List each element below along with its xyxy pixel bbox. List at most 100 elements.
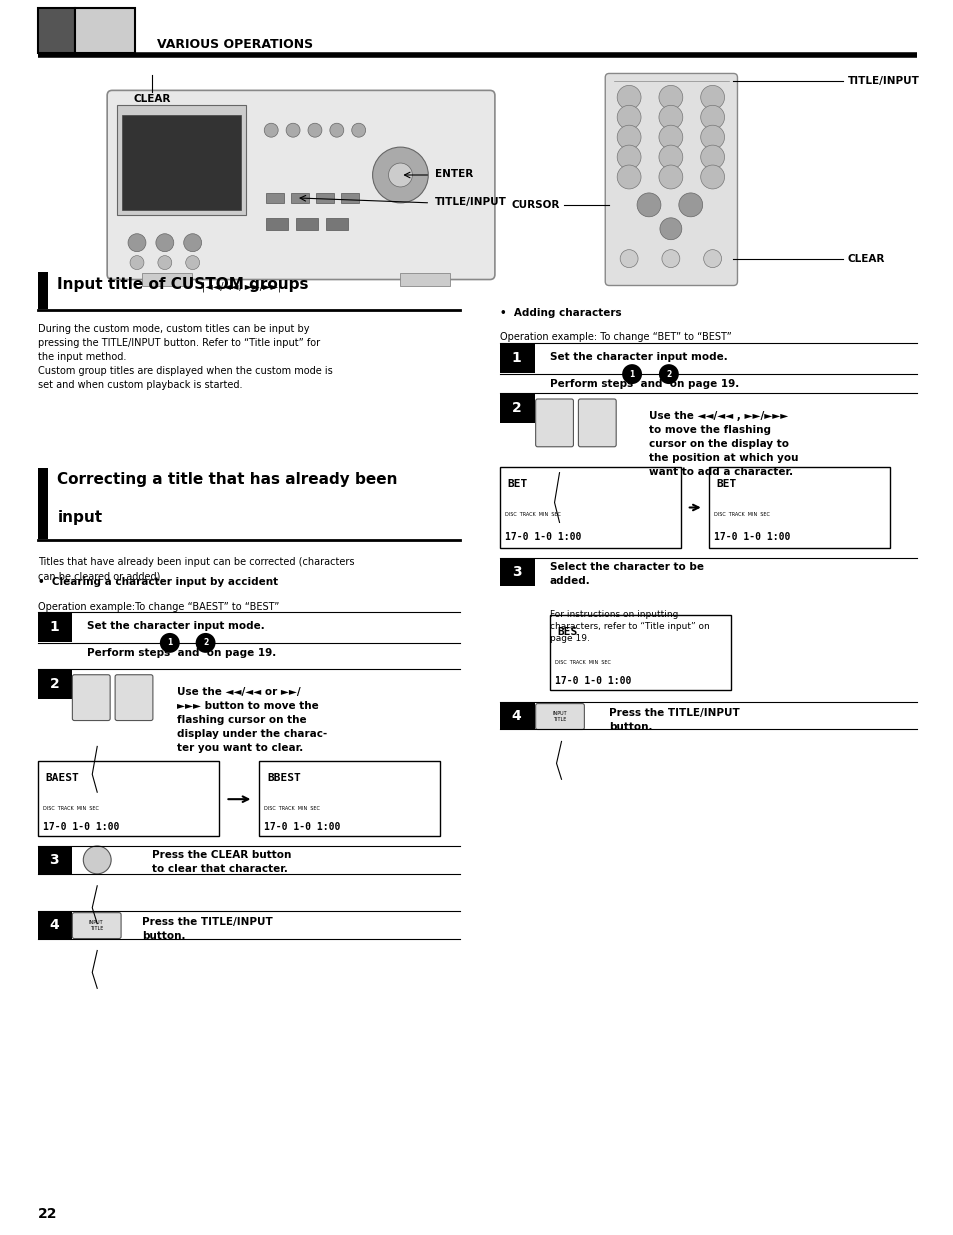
Bar: [326, 217, 348, 230]
Text: 17-0 1-0 1:00: 17-0 1-0 1:00: [713, 532, 789, 542]
Text: DISC  TRACK  MIN  SEC: DISC TRACK MIN SEC: [713, 513, 769, 517]
Text: ENTER: ENTER: [435, 169, 473, 179]
Text: BBEST: BBEST: [267, 773, 300, 783]
Circle shape: [659, 85, 682, 109]
Text: BES: BES: [557, 627, 578, 637]
Text: 3: 3: [50, 853, 59, 867]
Polygon shape: [499, 701, 534, 730]
Text: CURSOR: CURSOR: [511, 200, 558, 210]
Text: 1: 1: [511, 351, 521, 366]
Text: Select the character to be
added.: Select the character to be added.: [549, 562, 702, 587]
Circle shape: [264, 124, 278, 137]
FancyBboxPatch shape: [72, 674, 110, 720]
Circle shape: [700, 125, 723, 149]
Circle shape: [661, 249, 679, 268]
Bar: [266, 193, 284, 203]
Circle shape: [659, 165, 682, 189]
Circle shape: [700, 165, 723, 189]
Circle shape: [352, 124, 365, 137]
Text: input: input: [57, 510, 103, 525]
Polygon shape: [499, 558, 534, 587]
Circle shape: [700, 85, 723, 109]
Circle shape: [184, 233, 201, 252]
Text: 3: 3: [511, 566, 521, 579]
Text: CLEAR: CLEAR: [133, 94, 171, 105]
Text: 4: 4: [50, 918, 59, 931]
Text: Correcting a title that has already been: Correcting a title that has already been: [57, 472, 397, 487]
Bar: [708, 467, 888, 548]
Circle shape: [679, 193, 702, 217]
Text: CLEAR: CLEAR: [847, 253, 884, 263]
Bar: [122, 115, 241, 210]
Polygon shape: [499, 393, 534, 422]
Text: Use the ◄◄/◄◄ or ►►/
►►► button to move the
flashing cursor on the
display under: Use the ◄◄/◄◄ or ►►/ ►►► button to move …: [176, 687, 327, 752]
Text: 2: 2: [511, 401, 521, 415]
Text: Input title of CUSTOM groups: Input title of CUSTOM groups: [57, 277, 309, 291]
Circle shape: [617, 85, 640, 109]
Text: INPUT
TITLE: INPUT TITLE: [552, 711, 566, 722]
Circle shape: [617, 105, 640, 130]
Bar: [295, 217, 317, 230]
Circle shape: [157, 256, 172, 269]
Circle shape: [160, 632, 179, 653]
Circle shape: [83, 846, 112, 874]
Polygon shape: [37, 669, 72, 699]
Circle shape: [617, 146, 640, 169]
FancyBboxPatch shape: [115, 674, 152, 720]
Polygon shape: [499, 343, 534, 373]
Text: 2: 2: [665, 369, 671, 379]
Text: 1: 1: [629, 369, 634, 379]
Bar: [291, 193, 309, 203]
Bar: [499, 467, 680, 548]
Circle shape: [659, 146, 682, 169]
Circle shape: [617, 165, 640, 189]
Text: Operation example: To change “BET” to “BEST”: Operation example: To change “BET” to “B…: [499, 332, 731, 342]
Text: Use the ◄◄/◄◄ , ►►/►►►
to move the flashing
cursor on the display to
the positio: Use the ◄◄/◄◄ , ►►/►►► to move the flash…: [648, 411, 798, 477]
Text: BET: BET: [507, 479, 528, 489]
Text: •  Adding characters: • Adding characters: [499, 309, 620, 319]
Text: Press the CLEAR button
to clear that character.: Press the CLEAR button to clear that cha…: [152, 850, 291, 874]
Polygon shape: [37, 613, 72, 642]
FancyBboxPatch shape: [604, 73, 737, 285]
Bar: [37, 761, 218, 836]
Text: BAEST: BAEST: [46, 773, 79, 783]
Text: 17-0 1-0 1:00: 17-0 1-0 1:00: [504, 532, 580, 542]
Text: |◄◄/◄◄, ►►/►►|: |◄◄/◄◄, ►►/►►|: [201, 282, 281, 291]
Text: •  Clearing a character input by accident: • Clearing a character input by accident: [37, 577, 277, 587]
Circle shape: [286, 124, 300, 137]
Text: DISC  TRACK  MIN  SEC: DISC TRACK MIN SEC: [504, 513, 560, 517]
Circle shape: [128, 233, 146, 252]
Circle shape: [373, 147, 428, 203]
Text: Perform steps  and  on page 19.: Perform steps and on page 19.: [87, 648, 276, 658]
Text: INPUT
TITLE: INPUT TITLE: [89, 920, 104, 931]
Text: Press the TITLE/INPUT
button.: Press the TITLE/INPUT button.: [142, 916, 273, 941]
Circle shape: [130, 256, 144, 269]
FancyBboxPatch shape: [107, 90, 495, 279]
Circle shape: [330, 124, 343, 137]
Polygon shape: [37, 846, 72, 874]
Circle shape: [621, 364, 641, 384]
Text: TITLE/INPUT: TITLE/INPUT: [847, 77, 919, 86]
Bar: [37, 272, 48, 310]
Circle shape: [617, 125, 640, 149]
Text: 2: 2: [50, 677, 59, 690]
Text: DISC  TRACK  MIN  SEC: DISC TRACK MIN SEC: [554, 659, 610, 664]
Text: Press the TITLE/INPUT
button.: Press the TITLE/INPUT button.: [609, 708, 740, 731]
Bar: [315, 193, 334, 203]
FancyBboxPatch shape: [535, 704, 584, 730]
Text: Set the character input mode.: Set the character input mode.: [87, 621, 265, 631]
Circle shape: [155, 233, 173, 252]
Circle shape: [700, 105, 723, 130]
Bar: [259, 761, 439, 836]
Text: For instructions on inputting
characters, refer to “Title input” on
page 19.: For instructions on inputting characters…: [549, 610, 709, 642]
Text: 17-0 1-0 1:00: 17-0 1-0 1:00: [554, 676, 630, 685]
Bar: [142, 273, 192, 287]
Circle shape: [659, 217, 681, 240]
Bar: [75, 7, 135, 53]
Text: DISC  TRACK  MIN  SEC: DISC TRACK MIN SEC: [43, 806, 98, 811]
Polygon shape: [37, 910, 72, 939]
Bar: [549, 615, 730, 689]
Bar: [400, 273, 450, 287]
Text: 2: 2: [203, 638, 208, 647]
Circle shape: [308, 124, 321, 137]
